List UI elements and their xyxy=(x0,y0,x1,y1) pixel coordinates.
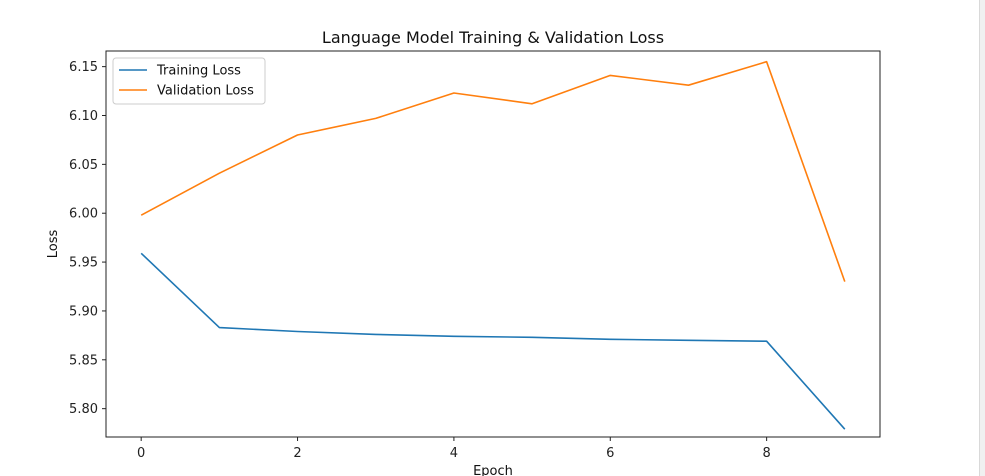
x-tick-label: 4 xyxy=(450,446,458,461)
y-tick-label: 6.10 xyxy=(69,109,98,124)
y-tick-label: 6.15 xyxy=(69,60,98,75)
y-axis-ticks: 5.80 5.85 5.90 5.95 6.00 6.05 6.10 6.15 xyxy=(69,60,106,417)
window-edge xyxy=(979,0,985,476)
y-axis-label: Loss xyxy=(46,230,61,259)
y-tick-label: 6.05 xyxy=(69,158,98,173)
legend: Training Loss Validation Loss xyxy=(112,57,266,105)
legend-label: Training Loss xyxy=(156,64,241,79)
x-tick-label: 6 xyxy=(606,446,614,461)
legend-label: Validation Loss xyxy=(157,84,254,99)
x-axis-label: Epoch xyxy=(473,464,513,476)
y-tick-label: 5.85 xyxy=(69,353,98,368)
x-axis-ticks: 0 2 4 6 8 xyxy=(137,437,771,461)
x-tick-label: 2 xyxy=(293,446,301,461)
x-tick-label: 8 xyxy=(762,446,770,461)
series-layer xyxy=(140,60,846,430)
legend-box xyxy=(112,57,266,105)
y-tick-label: 6.00 xyxy=(69,207,98,222)
y-tick-label: 5.90 xyxy=(69,304,98,319)
plot-area-frame xyxy=(105,50,881,438)
series-line-training-loss xyxy=(140,252,846,430)
series-line-validation-loss xyxy=(140,60,846,282)
x-tick-label: 0 xyxy=(137,446,145,461)
y-tick-label: 5.95 xyxy=(69,256,98,271)
chart-title: Language Model Training & Validation Los… xyxy=(322,28,664,47)
y-tick-label: 5.80 xyxy=(69,402,98,417)
